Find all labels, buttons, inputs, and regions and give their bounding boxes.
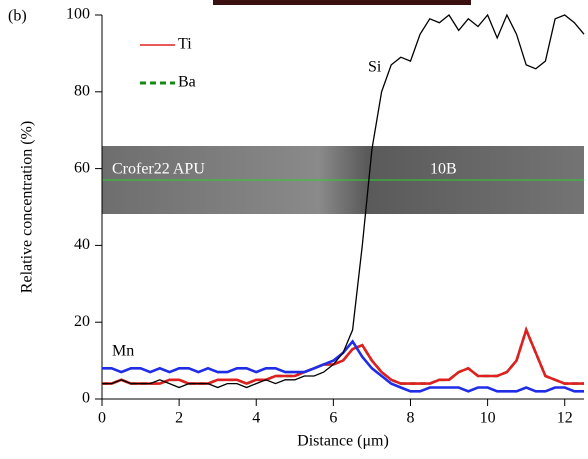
x-tick-label: 8	[406, 410, 414, 427]
inset-label: Crofer22 APU	[112, 161, 205, 178]
y-tick-label: 40	[74, 236, 90, 253]
x-tick-label: 12	[557, 410, 573, 427]
series-line	[102, 326, 584, 385]
x-tick-label: 0	[98, 410, 106, 427]
legend-label: Ti	[178, 36, 192, 53]
y-axis-label: Relative concentration (%)	[19, 121, 36, 293]
x-tick-label: 4	[252, 410, 260, 427]
legend-label: Ba	[178, 74, 196, 91]
x-tick-label: 2	[175, 410, 183, 427]
y-tick-label: 20	[74, 313, 90, 330]
series-label: Mn	[112, 343, 134, 360]
series-line	[102, 13, 585, 389]
y-tick-label: 100	[66, 6, 90, 23]
cropped-image-edge	[213, 0, 471, 5]
y-tick-label: 80	[74, 82, 90, 99]
inset-label: 10B	[430, 161, 457, 178]
x-axis-label: Distance (μm)	[297, 433, 389, 450]
panel-label: (b)	[8, 8, 27, 25]
x-tick-label: 6	[329, 410, 337, 427]
series-line	[102, 326, 584, 385]
series-label: Si	[368, 59, 382, 76]
x-tick-label: 10	[480, 410, 496, 427]
y-tick-label: 60	[74, 159, 90, 176]
y-tick-label: 0	[82, 390, 90, 407]
